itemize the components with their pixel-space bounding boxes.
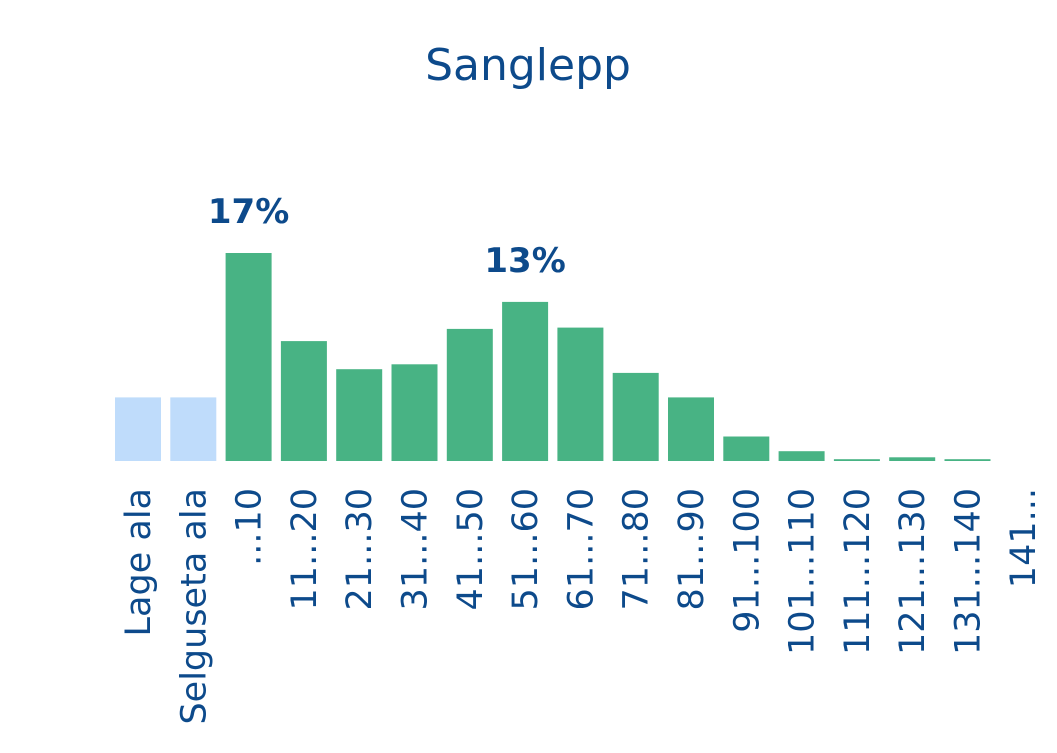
bar-131-140 <box>944 459 991 461</box>
tick-label-111-120: 111...120 <box>838 488 878 655</box>
tick-label-91-100: 91...100 <box>727 488 767 633</box>
tick-label-31-40: 31...40 <box>396 488 436 610</box>
bar-81-90 <box>668 397 714 461</box>
bar-111-120 <box>833 459 880 461</box>
tick-label-selguseta-ala: Selguseta ala <box>174 488 214 725</box>
tick-label-21-30: 21...30 <box>340 488 380 610</box>
bar-91-100 <box>723 436 770 461</box>
tick-label-101-110: 101...110 <box>783 488 823 655</box>
data-label-51-60: 13% <box>484 241 565 281</box>
bar-lage-ala <box>115 397 161 461</box>
bar-31-40 <box>391 364 438 461</box>
tick-label-141: 141... <box>1004 488 1044 588</box>
data-labels-group: 17% 13% <box>208 192 566 281</box>
tick-label-71-80: 71...80 <box>617 488 657 610</box>
bar-41-50 <box>446 328 493 461</box>
data-label-10: 17% <box>208 192 289 232</box>
bar-121-130 <box>889 457 936 461</box>
tick-label-41-50: 41...50 <box>451 488 491 610</box>
tick-label-10: ...10 <box>230 488 270 566</box>
tick-label-121-130: 121...130 <box>893 488 933 655</box>
tick-label-61-70: 61...70 <box>561 488 601 610</box>
tick-label-51-60: 51...60 <box>506 488 546 610</box>
bar-101-110 <box>778 451 825 461</box>
bar-selguseta-ala <box>170 397 217 461</box>
tick-labels-group: Lage ala Selguseta ala ...10 11...20 21...30… <box>119 488 1044 725</box>
bars-group <box>115 253 991 461</box>
chart-title: Sanglepp <box>425 40 631 91</box>
tick-label-81-90: 81...90 <box>672 488 712 610</box>
bar-11-20 <box>280 341 327 461</box>
bar-10 <box>225 253 272 461</box>
bar-51-60 <box>502 301 549 461</box>
tick-label-131-140: 131...140 <box>949 488 989 655</box>
tick-label-11-20: 11...20 <box>285 488 325 610</box>
bar-21-30 <box>336 369 383 461</box>
tick-label-lage-ala: Lage ala <box>119 488 159 636</box>
bar-61-70 <box>557 327 604 461</box>
bar-71-80 <box>612 372 659 461</box>
